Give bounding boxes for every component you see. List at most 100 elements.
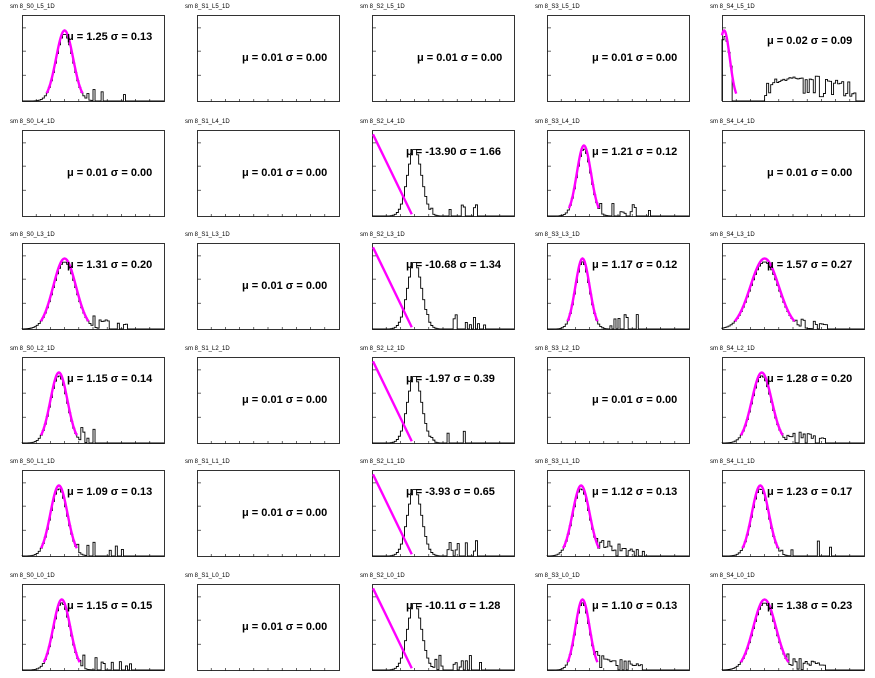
plot-frame: μ = 1.28 σ = 0.20 bbox=[721, 357, 865, 444]
histogram-line bbox=[372, 603, 514, 671]
fit-stats-label: μ = 0.01 σ = 0.00 bbox=[417, 52, 502, 64]
panel-title: sm 8_S3_L4_1D bbox=[535, 119, 580, 125]
mu-value: 1.25 bbox=[86, 31, 107, 43]
axes-box bbox=[722, 470, 865, 557]
panel-title: sm 8_S4_L0_1D bbox=[710, 573, 755, 579]
mu-value: -10.68 bbox=[425, 259, 456, 271]
panel-title: sm 8_S0_L0_1D bbox=[10, 573, 55, 579]
mu-value: -13.90 bbox=[425, 146, 456, 158]
sigma-value: 0.15 bbox=[131, 600, 152, 612]
sigma-value: 1.28 bbox=[479, 600, 500, 612]
panel-title: sm 8_S0_L2_1D bbox=[10, 346, 55, 352]
fit-stats-label: μ = 0.01 σ = 0.00 bbox=[242, 394, 327, 406]
sigma-value: 0.00 bbox=[656, 52, 677, 64]
histogram-panel: sm 8_S1_L3_1D μ = 0.01 σ = 0.00 bbox=[183, 232, 348, 337]
panel-title: sm 8_S1_L0_1D bbox=[185, 573, 230, 579]
plot-frame: μ = 1.09 σ = 0.13 bbox=[21, 470, 165, 557]
fit-stats-label: μ = 0.01 σ = 0.00 bbox=[242, 280, 327, 292]
axes-box bbox=[372, 243, 515, 330]
sigma-value: 0.23 bbox=[831, 600, 852, 612]
fit-stats-label: μ = 0.01 σ = 0.00 bbox=[67, 167, 152, 179]
panel-title: sm 8_S3_L1_1D bbox=[535, 459, 580, 465]
plot-frame: μ = 1.10 σ = 0.13 bbox=[547, 584, 690, 671]
histogram-panel: sm 8_S2_L0_1D μ = -10.11 σ = 1.28 bbox=[358, 573, 523, 678]
sigma-value: 0.13 bbox=[656, 600, 677, 612]
fit-curve bbox=[371, 246, 413, 328]
histogram-panel: sm 8_S1_L1_1D μ = 0.01 σ = 0.00 bbox=[183, 459, 348, 564]
plot-frame: μ = 1.31 σ = 0.20 bbox=[21, 243, 165, 330]
fit-stats-label: μ = 0.02 σ = 0.09 bbox=[767, 35, 852, 47]
plot-frame: μ = 0.01 σ = 0.00 bbox=[547, 357, 690, 444]
sigma-value: 1.34 bbox=[480, 259, 502, 271]
fit-stats-label: μ = 1.31 σ = 0.20 bbox=[67, 259, 152, 271]
axes-box bbox=[722, 15, 865, 102]
fit-curve bbox=[39, 257, 90, 322]
plot-frame: μ = 1.17 σ = 0.12 bbox=[547, 243, 690, 330]
axes-box bbox=[22, 243, 165, 330]
fit-stats-label: μ = 1.23 σ = 0.17 bbox=[767, 486, 852, 498]
fit-curve bbox=[42, 598, 81, 663]
fit-stats-label: μ = 0.01 σ = 0.00 bbox=[592, 52, 677, 64]
histogram-panel: sm 8_S2_L3_1D μ = -10.68 σ = 1.34 bbox=[358, 232, 523, 337]
mu-value: -10.11 bbox=[425, 600, 456, 612]
axes-box bbox=[372, 470, 515, 557]
plot-frame: μ = 0.02 σ = 0.09 bbox=[720, 15, 865, 102]
mu-value: 0.01 bbox=[86, 167, 107, 179]
axes-box bbox=[197, 15, 340, 102]
axes-box bbox=[547, 130, 690, 217]
panel-title: sm 8_S4_L1_1D bbox=[710, 459, 755, 465]
mu-value: 1.57 bbox=[786, 259, 807, 271]
mu-value: 0.01 bbox=[786, 167, 807, 179]
sigma-value: 0.00 bbox=[306, 394, 327, 406]
mu-value: 1.10 bbox=[611, 600, 632, 612]
sigma-value: 0.20 bbox=[131, 259, 152, 271]
histogram-line bbox=[22, 33, 164, 102]
axes-box bbox=[547, 470, 690, 557]
fit-stats-label: μ = 0.01 σ = 0.00 bbox=[242, 52, 327, 64]
fit-curve bbox=[733, 257, 796, 322]
sigma-value: 0.12 bbox=[656, 259, 677, 271]
fit-curve bbox=[566, 257, 599, 322]
sigma-value: 0.13 bbox=[131, 31, 152, 43]
mu-value: 1.09 bbox=[86, 486, 107, 498]
fit-stats-label: μ = 1.21 σ = 0.12 bbox=[592, 146, 677, 158]
axes-box bbox=[547, 357, 690, 444]
panel-title: sm 8_S0_L4_1D bbox=[10, 119, 55, 125]
axes-box bbox=[22, 15, 165, 102]
mu-value: 1.15 bbox=[86, 600, 107, 612]
panel-title: sm 8_S0_L5_1D bbox=[10, 4, 55, 10]
mu-value: 1.17 bbox=[611, 259, 632, 271]
fit-stats-label: μ = 1.12 σ = 0.13 bbox=[592, 486, 677, 498]
fit-stats-label: μ = 1.25 σ = 0.13 bbox=[67, 31, 152, 43]
panel-title: sm 8_S4_L5_1D bbox=[710, 4, 755, 10]
plot-frame: μ = 1.23 σ = 0.17 bbox=[722, 470, 865, 557]
histogram-panel: sm 8_S4_L2_1D μ = 1.28 σ = 0.20 bbox=[708, 346, 873, 451]
histogram-panel: sm 8_S0_L2_1D μ = 1.15 σ = 0.14 bbox=[8, 346, 173, 451]
axes-box bbox=[372, 130, 515, 217]
mu-value: 1.31 bbox=[86, 259, 107, 271]
axes-box bbox=[722, 130, 865, 217]
axes-box bbox=[547, 15, 690, 102]
plot-frame: μ = -1.97 σ = 0.39 bbox=[371, 357, 515, 444]
histogram-panel: sm 8_S3_L2_1D μ = 0.01 σ = 0.00 bbox=[533, 346, 698, 451]
histogram-line bbox=[547, 261, 689, 330]
panel-title: sm 8_S2_L3_1D bbox=[360, 232, 405, 238]
fit-stats-label: μ = -3.93 σ = 0.65 bbox=[406, 486, 495, 498]
histogram-panel: sm 8_S0_L4_1D μ = 0.01 σ = 0.00 bbox=[8, 119, 173, 224]
axes-box bbox=[22, 470, 165, 557]
sigma-value: 0.00 bbox=[306, 167, 327, 179]
histogram-panel: sm 8_S1_L2_1D μ = 0.01 σ = 0.00 bbox=[183, 346, 348, 451]
plot-frame: μ = 1.25 σ = 0.13 bbox=[22, 15, 165, 102]
mu-value: 0.01 bbox=[261, 52, 282, 64]
axes-box bbox=[372, 357, 515, 444]
panel-title: sm 8_S0_L3_1D bbox=[10, 232, 55, 238]
fit-stats-label: μ = 0.01 σ = 0.00 bbox=[767, 167, 852, 179]
plot-frame: μ = 1.21 σ = 0.12 bbox=[547, 130, 690, 217]
plot-frame: μ = 0.01 σ = 0.00 bbox=[197, 243, 340, 330]
fit-curve bbox=[567, 144, 600, 209]
panel-title: sm 8_S2_L4_1D bbox=[360, 119, 405, 125]
axes-box bbox=[22, 357, 165, 444]
axes-box bbox=[197, 130, 340, 217]
fit-stats-label: μ = 1.38 σ = 0.23 bbox=[767, 600, 852, 612]
fit-stats-label: μ = 1.15 σ = 0.15 bbox=[67, 600, 152, 612]
